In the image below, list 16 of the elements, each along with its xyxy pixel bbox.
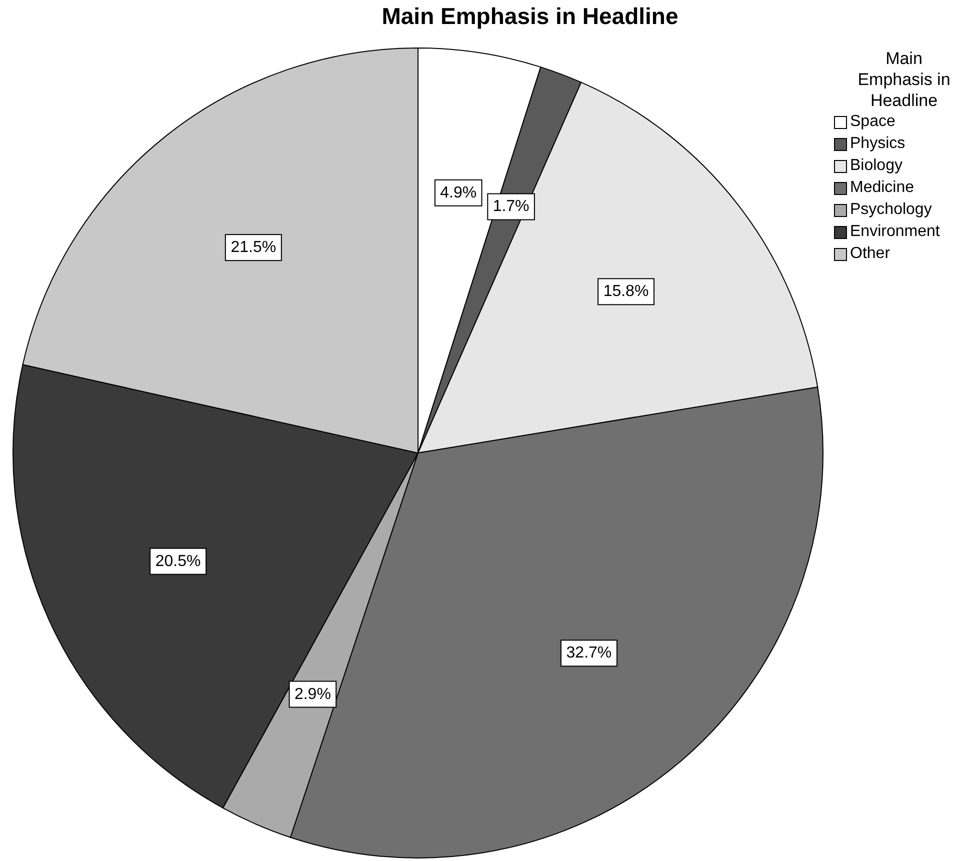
data-label: 4.9% xyxy=(440,184,477,202)
legend-label: Medicine xyxy=(850,178,914,198)
legend-label: Environment xyxy=(850,222,940,242)
data-label: 21.5% xyxy=(230,239,276,256)
data-label: 32.7% xyxy=(566,644,612,662)
legend-label: Physics xyxy=(850,134,906,154)
legend-label: Other xyxy=(850,244,890,264)
legend-label: Biology xyxy=(850,156,902,176)
legend-title: Main Emphasis in Headline xyxy=(858,49,950,110)
data-label: 2.9% xyxy=(294,686,331,703)
data-label: 15.8% xyxy=(603,283,649,300)
chart-title: Main Emphasis in Headline xyxy=(382,3,678,29)
legend-label: Psychology xyxy=(850,200,932,220)
legend-label: Space xyxy=(850,112,896,132)
data-label: 20.5% xyxy=(155,552,201,570)
data-label: 1.7% xyxy=(492,198,530,216)
